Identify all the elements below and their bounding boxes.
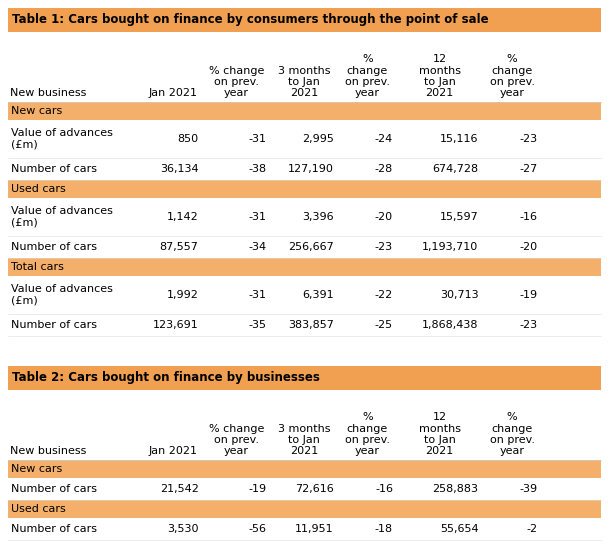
Text: 72,616: 72,616 bbox=[295, 484, 334, 494]
Text: Number of cars: Number of cars bbox=[11, 242, 97, 252]
Text: -27: -27 bbox=[519, 164, 538, 174]
Text: Used cars: Used cars bbox=[11, 504, 66, 514]
Text: Jan 2021: Jan 2021 bbox=[149, 88, 197, 98]
Text: 127,190: 127,190 bbox=[288, 164, 334, 174]
Text: -2: -2 bbox=[527, 524, 538, 534]
Text: Table 2: Cars bought on finance by businesses: Table 2: Cars bought on finance by busin… bbox=[12, 371, 320, 385]
Bar bbox=[8, 478, 601, 500]
Text: %
change
on prev.
year: % change on prev. year bbox=[345, 412, 390, 456]
Text: -24: -24 bbox=[375, 134, 393, 144]
Text: Value of advances
(£m): Value of advances (£m) bbox=[11, 284, 113, 306]
Text: -23: -23 bbox=[375, 242, 393, 252]
Text: -31: -31 bbox=[248, 290, 266, 300]
Text: %
change
on prev.
year: % change on prev. year bbox=[345, 54, 390, 98]
Bar bbox=[8, 366, 601, 390]
Text: 21,542: 21,542 bbox=[160, 484, 199, 494]
Text: 12
months
to Jan
2021: 12 months to Jan 2021 bbox=[419, 54, 460, 98]
Text: -22: -22 bbox=[375, 290, 393, 300]
Text: 15,116: 15,116 bbox=[440, 134, 479, 144]
Text: New cars: New cars bbox=[11, 464, 62, 474]
Text: Number of cars: Number of cars bbox=[11, 524, 97, 534]
Text: Number of cars: Number of cars bbox=[11, 320, 97, 330]
Text: -19: -19 bbox=[248, 484, 266, 494]
Text: %
change
on prev.
year: % change on prev. year bbox=[490, 412, 535, 456]
Text: % change
on prev.
year: % change on prev. year bbox=[209, 423, 264, 456]
Text: -18: -18 bbox=[375, 524, 393, 534]
Text: 123,691: 123,691 bbox=[153, 320, 199, 330]
Text: 1,868,438: 1,868,438 bbox=[422, 320, 479, 330]
Bar bbox=[8, 120, 601, 158]
Text: -56: -56 bbox=[248, 524, 266, 534]
Text: 11,951: 11,951 bbox=[295, 524, 334, 534]
Text: -31: -31 bbox=[248, 212, 266, 222]
Text: -19: -19 bbox=[519, 290, 538, 300]
Bar bbox=[8, 8, 601, 32]
Bar bbox=[8, 236, 601, 258]
Text: Value of advances
(£m): Value of advances (£m) bbox=[11, 206, 113, 228]
Text: 850: 850 bbox=[177, 134, 199, 144]
Bar bbox=[8, 460, 601, 478]
Text: Jan 2021: Jan 2021 bbox=[149, 446, 197, 456]
Bar bbox=[8, 180, 601, 198]
Text: -39: -39 bbox=[519, 484, 538, 494]
Text: 256,667: 256,667 bbox=[288, 242, 334, 252]
Text: 674,728: 674,728 bbox=[432, 164, 479, 174]
Bar bbox=[8, 102, 601, 120]
Text: New business: New business bbox=[10, 88, 86, 98]
Text: Number of cars: Number of cars bbox=[11, 484, 97, 494]
Bar bbox=[8, 32, 601, 102]
Text: Total cars: Total cars bbox=[11, 262, 64, 272]
Text: 87,557: 87,557 bbox=[160, 242, 199, 252]
Text: 258,883: 258,883 bbox=[432, 484, 479, 494]
Text: 30,713: 30,713 bbox=[440, 290, 479, 300]
Text: -20: -20 bbox=[375, 212, 393, 222]
Text: New cars: New cars bbox=[11, 106, 62, 116]
Text: 3,530: 3,530 bbox=[167, 524, 199, 534]
Text: -23: -23 bbox=[519, 134, 538, 144]
Text: Used cars: Used cars bbox=[11, 184, 66, 194]
Text: 1,193,710: 1,193,710 bbox=[422, 242, 479, 252]
Text: Table 1: Cars bought on finance by consumers through the point of sale: Table 1: Cars bought on finance by consu… bbox=[12, 13, 488, 27]
Text: 6,391: 6,391 bbox=[302, 290, 334, 300]
Bar bbox=[8, 518, 601, 540]
Bar bbox=[8, 158, 601, 180]
Bar bbox=[8, 500, 601, 518]
Text: % change
on prev.
year: % change on prev. year bbox=[209, 65, 264, 98]
Text: 2,995: 2,995 bbox=[302, 134, 334, 144]
Text: -16: -16 bbox=[375, 484, 393, 494]
Text: 55,654: 55,654 bbox=[440, 524, 479, 534]
Bar bbox=[8, 390, 601, 460]
Text: 1,992: 1,992 bbox=[167, 290, 199, 300]
Text: -20: -20 bbox=[519, 242, 538, 252]
Text: -28: -28 bbox=[375, 164, 393, 174]
Text: 3,396: 3,396 bbox=[302, 212, 334, 222]
Text: -35: -35 bbox=[248, 320, 266, 330]
Text: -16: -16 bbox=[519, 212, 538, 222]
Text: 12
months
to Jan
2021: 12 months to Jan 2021 bbox=[419, 412, 460, 456]
Text: 1,142: 1,142 bbox=[167, 212, 199, 222]
Text: -23: -23 bbox=[519, 320, 538, 330]
Text: 383,857: 383,857 bbox=[288, 320, 334, 330]
Bar bbox=[8, 198, 601, 236]
Text: %
change
on prev.
year: % change on prev. year bbox=[490, 54, 535, 98]
Text: 3 months
to Jan
2021: 3 months to Jan 2021 bbox=[278, 65, 330, 98]
Text: 3 months
to Jan
2021: 3 months to Jan 2021 bbox=[278, 423, 330, 456]
Text: Value of advances
(£m): Value of advances (£m) bbox=[11, 128, 113, 150]
Text: -31: -31 bbox=[248, 134, 266, 144]
Bar bbox=[8, 314, 601, 336]
Text: 36,134: 36,134 bbox=[160, 164, 199, 174]
Text: 15,597: 15,597 bbox=[440, 212, 479, 222]
Text: New business: New business bbox=[10, 446, 86, 456]
Text: Number of cars: Number of cars bbox=[11, 164, 97, 174]
Bar bbox=[8, 258, 601, 276]
Text: -25: -25 bbox=[375, 320, 393, 330]
Text: -34: -34 bbox=[248, 242, 266, 252]
Text: -38: -38 bbox=[248, 164, 266, 174]
Bar bbox=[8, 276, 601, 314]
